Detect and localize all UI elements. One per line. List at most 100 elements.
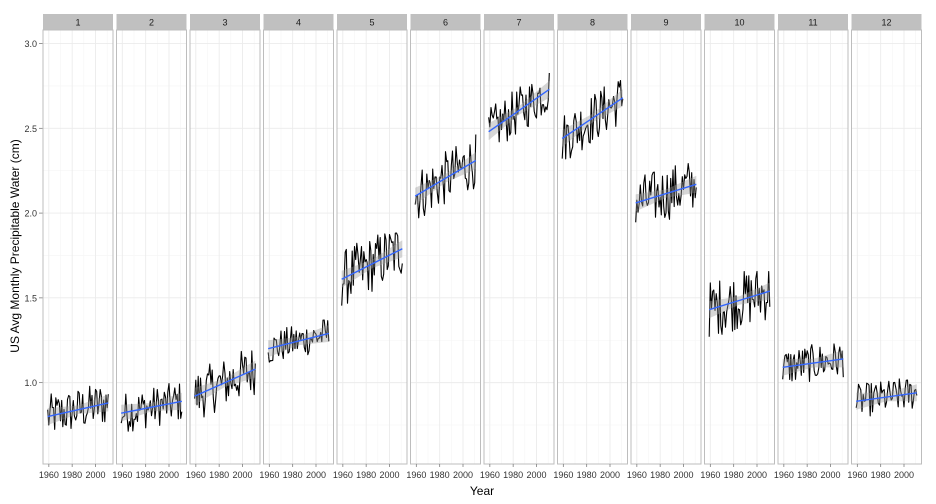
facet-strip-label: 5 [369,18,374,28]
panel-border [410,29,481,465]
facet-strip-label: 3 [222,18,227,28]
x-tick-label: 1960 [480,470,500,480]
facet-panel-12: 12 1960 1980 2000 [847,14,922,480]
x-tick-label: 1980 [577,470,597,480]
trend-line [47,402,109,418]
panel-border [777,29,849,465]
x-axis-label: Year [470,484,494,498]
panel-background [778,30,848,464]
y-tick-label: 2.5 [24,124,37,134]
x-tick-label: 2000 [600,470,620,480]
x-tick-label: 1960 [186,470,206,480]
facet-strip-label: 8 [590,18,595,28]
facet-panel-1: 1 1960 1980 2000 [39,14,114,480]
facet-panel-8: 8 1960 1980 2000 [553,14,628,480]
panel-border [483,29,555,465]
y-axis: 1.0 1.5 2.0 2.5 3.0 [24,39,43,388]
facet-strip [778,14,848,30]
panel-border [557,29,628,465]
facet-strip-label: 1 [75,18,80,28]
panel-border [263,29,334,465]
x-tick-label: 2000 [379,470,399,480]
x-tick-label: 2000 [159,470,179,480]
panel-border [704,29,775,465]
series-line [488,72,550,143]
facet-strip-label: 9 [663,18,668,28]
trend-line [708,290,771,311]
x-tick-label: 2000 [232,470,252,480]
panel-border [189,29,261,465]
x-tick-label: 1960 [700,470,720,480]
panel-background [410,30,481,464]
x-tick-label: 1980 [650,470,670,480]
facet-panel-10: 10 1960 1980 2000 [700,14,775,480]
x-tick-label: 1980 [871,470,891,480]
y-axis-label: US Avg Monthly Precipitable Water (cm) [8,139,22,352]
series-line [341,232,403,306]
x-tick-label: 1980 [724,470,744,480]
x-tick-label: 2000 [747,470,767,480]
trend-line [561,97,624,140]
x-tick-label: 1980 [797,470,817,480]
y-tick-label: 1.5 [24,293,37,303]
x-tick-label: 1980 [136,470,156,480]
trend-line [414,159,477,197]
x-tick-label: 1960 [553,470,573,480]
panel-background [631,30,701,464]
facet-panel-4: 4 1960 1980 2000 [259,14,334,480]
trend-line [267,332,330,350]
facet-strip [484,14,554,30]
x-tick-label: 1980 [503,470,523,480]
x-tick-label: 2000 [85,470,105,480]
panel-border [116,29,187,465]
facet-panel-3: 3 1960 1980 2000 [186,14,261,480]
trend-line [635,183,697,204]
x-tick-label: 2000 [820,470,840,480]
x-tick-label: 2000 [306,470,326,480]
x-tick-label: 2000 [894,470,914,480]
x-tick-label: 1980 [62,470,82,480]
panel-border [630,29,702,465]
trend-line [488,88,550,133]
facet-panel-7: 7 1960 1980 2000 [480,14,555,480]
facet-strip-label: 7 [516,18,521,28]
x-tick-label: 2000 [673,470,693,480]
x-tick-label: 1960 [39,470,59,480]
facet-panel-6: 6 1960 1980 2000 [406,14,481,480]
facet-strip [704,14,775,30]
panel-border [336,29,408,465]
y-tick-label: 2.0 [24,209,37,219]
facet-panel-9: 9 1960 1980 2000 [627,14,702,480]
x-tick-label: 1960 [259,470,279,480]
series-line [561,79,624,160]
facet-panel-11: 11 1960 1980 2000 [774,14,849,480]
facet-panel-5: 5 1960 1980 2000 [333,14,408,480]
x-tick-label: 1980 [209,470,229,480]
facet-strip [263,14,334,30]
facet-strip-label: 4 [296,18,301,28]
facet-strip-label: 11 [808,18,817,28]
facet-strip [190,14,260,30]
x-tick-label: 1980 [356,470,376,480]
series-line [267,319,330,363]
facet-strip [410,14,481,30]
x-tick-label: 2000 [453,470,473,480]
facet-strip-label: 12 [881,18,891,28]
facet-strip [43,14,113,30]
y-tick-label: 3.0 [24,39,37,49]
facet-panel-2: 2 1960 1980 2000 [112,14,187,480]
series-line [708,270,771,337]
panel-background [704,30,775,464]
panel-background [263,30,334,464]
trend-line [782,358,844,369]
x-tick-label: 1960 [847,470,867,480]
series-line [635,163,697,223]
facet-strip [851,14,922,30]
trend-line [194,368,256,397]
trend-line [121,400,182,414]
x-tick-label: 1980 [283,470,303,480]
facet-strip-label: 6 [443,18,448,28]
trend-line [856,392,917,402]
series-line [855,378,918,417]
